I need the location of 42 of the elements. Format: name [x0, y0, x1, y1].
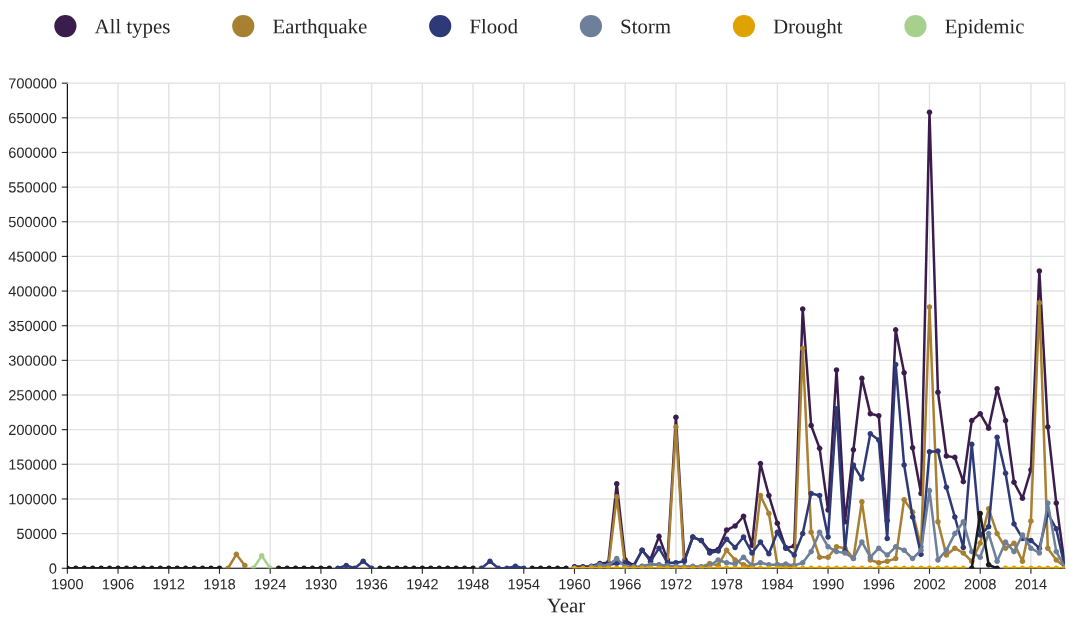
- x-tick-label: 1972: [660, 579, 692, 590]
- y-tick-label: 150000: [9, 459, 57, 470]
- x-tick-label: 1900: [52, 579, 83, 590]
- x-axis-title: Year: [547, 598, 586, 613]
- y-tick-label: 700000: [9, 78, 57, 89]
- legend-label: Epidemic: [945, 18, 1024, 38]
- y-tick-label: 350000: [8, 320, 57, 332]
- x-tick-label: 1954: [508, 579, 540, 590]
- x-tick-label: 1942: [407, 579, 438, 590]
- x-tick-label: 1918: [204, 579, 236, 590]
- legend-label: Storm: [621, 19, 671, 34]
- y-tick-label: 400000: [8, 286, 57, 297]
- x-tick-label: 1912: [153, 579, 185, 590]
- x-tick-label: 1996: [863, 579, 895, 590]
- y-tick-label: 450000: [8, 251, 57, 262]
- x-tick-label: 1990: [812, 579, 844, 590]
- y-tick-label: 300000: [8, 355, 57, 366]
- y-tick-label: 600000: [9, 147, 57, 158]
- legend-label: All types: [94, 18, 170, 38]
- y-tick-label: 200000: [9, 424, 57, 436]
- y-tick-label: 650000: [9, 112, 57, 124]
- y-tick-label: 500000: [8, 216, 57, 228]
- x-tick-label: 1906: [102, 579, 134, 590]
- y-tick-label: 0: [49, 563, 57, 574]
- x-tick-label: 1960: [559, 579, 591, 590]
- x-tick-label: 1930: [305, 579, 337, 590]
- x-tick-label: 1984: [762, 579, 794, 590]
- y-tick-label: 250000: [9, 390, 57, 401]
- x-tick-label: 2002: [914, 579, 945, 590]
- x-tick-label: 1936: [356, 579, 388, 590]
- x-tick-label: 1978: [711, 579, 743, 590]
- legend-label: Flood: [469, 18, 518, 34]
- legend-label: Earthquake: [273, 18, 367, 38]
- legend-label: Drought: [773, 18, 843, 38]
- x-tick-label: 2014: [1015, 579, 1047, 590]
- x-tick-label: 1948: [457, 579, 489, 590]
- y-tick-label: 550000: [8, 182, 57, 193]
- y-tick-label: 100000: [9, 494, 57, 505]
- y-tick-label: 50000: [16, 528, 57, 540]
- x-tick-label: 2008: [964, 579, 996, 590]
- x-tick-label: 1966: [610, 579, 641, 590]
- x-tick-label: 1924: [255, 579, 286, 590]
